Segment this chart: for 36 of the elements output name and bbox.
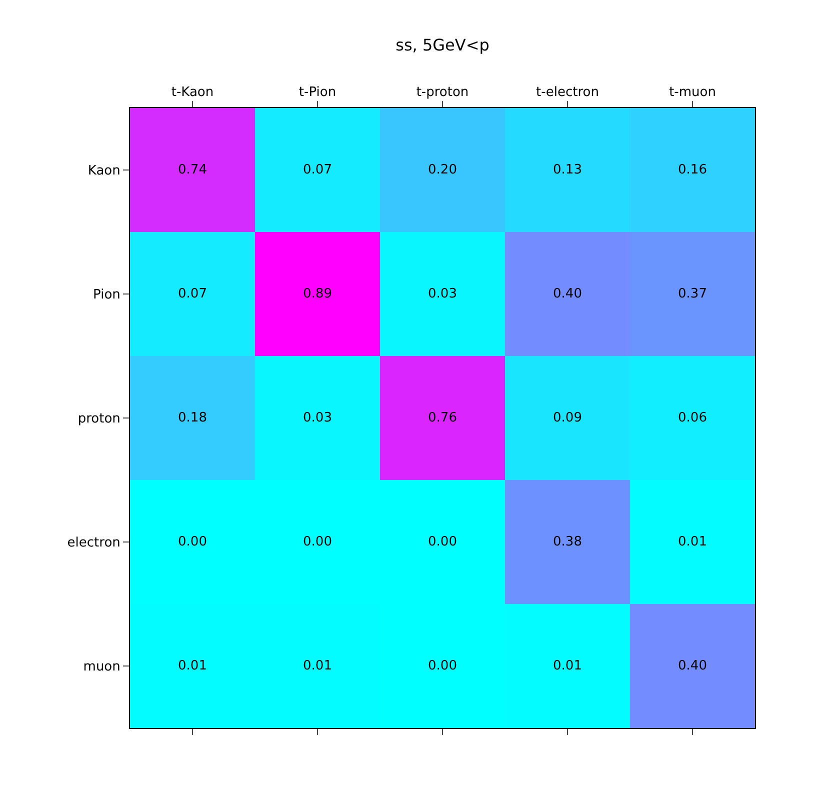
data-label: 0.40 [553,286,582,302]
data-label: 0.09 [553,410,582,426]
data-label: 0.03 [303,410,332,426]
y-tick-label: proton [78,412,120,427]
data-label: 0.00 [428,658,457,674]
data-label: 0.01 [303,658,332,674]
data-label: 0.01 [553,658,582,674]
x-tick-label: t-Pion [298,84,336,100]
x-tick-label: t-electron [536,84,599,100]
data-label: 0.38 [553,534,582,550]
chart-title: ss, 5GeV<p [396,36,490,55]
x-tick-label: t-proton [416,84,469,100]
y-tick-label: Kaon [88,164,120,179]
x-tick-label: t-muon [669,84,716,100]
data-label: 0.01 [178,658,207,674]
data-label: 0.16 [678,162,707,178]
data-label: 0.00 [428,534,457,550]
data-label: 0.03 [428,286,457,302]
data-label: 0.01 [678,534,707,550]
y-tick-label: electron [67,536,120,551]
data-label: 0.00 [178,534,207,550]
y-tick-label: Pion [93,288,120,303]
data-label: 0.18 [178,410,207,426]
data-label: 0.40 [678,658,707,674]
data-label: 0.89 [303,286,332,302]
data-label: 0.00 [303,534,332,550]
data-label: 0.13 [553,162,582,178]
data-label: 0.76 [428,410,457,426]
y-tick-label: muon [83,660,120,675]
data-label: 0.07 [178,286,207,302]
data-label: 0.37 [678,286,707,302]
data-label: 0.74 [178,162,207,178]
data-label: 0.06 [678,410,707,426]
x-tick-label: t-Kaon [171,84,214,100]
data-label: 0.07 [303,162,332,178]
data-label: 0.20 [428,162,457,178]
